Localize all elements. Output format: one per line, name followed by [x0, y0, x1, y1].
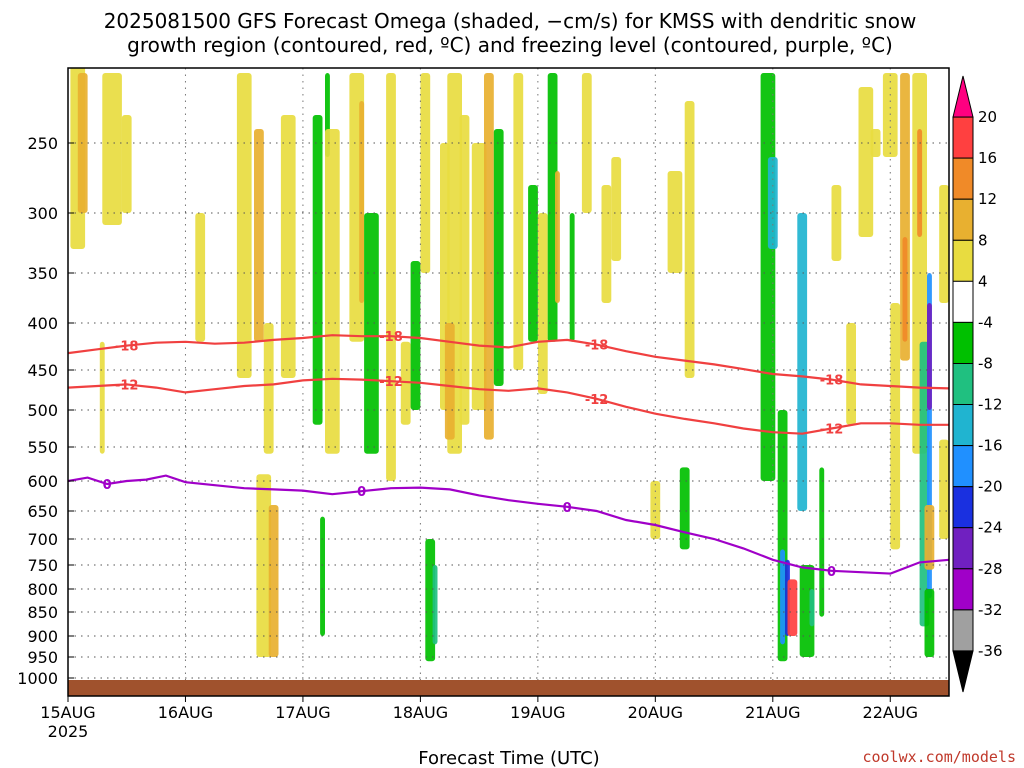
colorbar-label: 4	[978, 272, 988, 290]
contour-label: 0	[827, 565, 836, 580]
grid-lines	[67, 68, 949, 696]
colorbar-label: -16	[978, 437, 1003, 455]
y-tick-label: 450	[27, 361, 58, 380]
y-tick-label: 400	[27, 314, 58, 333]
y-tick-label: 650	[27, 502, 58, 521]
colorbar-label: -24	[978, 519, 1003, 537]
chart-title-line-2: growth region (contoured, red, ºC) and f…	[127, 33, 893, 57]
x-tick-label: 21AUG	[745, 703, 800, 722]
contour-lines: -18 -18 -18 -18 -12 -12 -12 -12 0 0 0 0	[68, 330, 949, 580]
contour-label: -18	[379, 330, 403, 345]
contour-label: -18	[585, 339, 609, 354]
y-tick-label: 750	[27, 556, 58, 575]
contour-label: 0	[563, 501, 572, 516]
y-tick-label: 600	[27, 472, 58, 491]
omega-shading	[70, 68, 949, 662]
y-tick-label: 300	[27, 204, 58, 223]
colorbar-swatch	[952, 321, 974, 364]
x-tick-label: 16AUG	[158, 703, 213, 722]
contour-label: 0	[357, 485, 366, 500]
plot-frame	[67, 67, 950, 697]
colorbar-label: -32	[978, 601, 1003, 619]
colorbar-label: 16	[978, 149, 997, 167]
colorbar: 20 16 12 8 4 -4 -8 -12 -16 -20 -24 -28 -32 -36	[952, 75, 1003, 693]
colorbar-swatch	[952, 609, 974, 652]
y-tick-label: 800	[27, 580, 58, 599]
y-tick-label: 850	[27, 603, 58, 622]
colorbar-label: -4	[978, 313, 993, 331]
y-tick-label: 700	[27, 530, 58, 549]
colorbar-label: -12	[978, 396, 1003, 414]
colorbar-swatch	[952, 445, 974, 488]
colorbar-label: -8	[978, 355, 993, 373]
colorbar-swatch	[952, 280, 974, 323]
x-year-label: 2025	[48, 722, 89, 741]
colorbar-swatch	[952, 75, 974, 118]
y-axis-tick-labels: 250 300 350 400 450 500 550 600 650 700 750 800 850 9…	[17, 134, 74, 688]
colorbar-label: 20	[978, 108, 997, 126]
x-tick-label: 18AUG	[393, 703, 448, 722]
colorbar-label: -28	[978, 560, 1003, 578]
colorbar-swatch	[952, 568, 974, 611]
colorbar-swatch	[952, 157, 974, 200]
x-tick-label: 20AUG	[628, 703, 683, 722]
contour-line--12	[68, 377, 949, 435]
colorbar-label: -20	[978, 478, 1003, 496]
contour-line--18	[68, 334, 949, 390]
y-tick-label: 500	[27, 401, 58, 420]
contour-label: -12	[379, 375, 403, 390]
credit-text: coolwx.com/models	[862, 748, 1016, 766]
colorbar-swatch	[952, 527, 974, 570]
contour-label: -18	[820, 374, 844, 389]
colorbar-label: -36	[978, 642, 1003, 660]
y-tick-label: 950	[27, 648, 58, 667]
colorbar-swatch	[952, 404, 974, 447]
contour-label: -12	[585, 393, 609, 408]
x-tick-label: 17AUG	[275, 703, 330, 722]
ground-fill	[68, 680, 949, 696]
contour-line-0	[68, 474, 949, 575]
contour-label: -12	[820, 423, 844, 438]
ground-surface	[68, 680, 949, 696]
y-tick-label: 250	[27, 134, 58, 153]
colorbar-swatch	[952, 198, 974, 241]
colorbar-swatch	[952, 650, 974, 693]
colorbar-swatch	[952, 116, 974, 159]
contour-label: -12	[115, 378, 139, 393]
contour-label: -18	[115, 340, 139, 355]
x-tick-label: 19AUG	[510, 703, 565, 722]
contour-label: 0	[103, 478, 112, 493]
x-axis-tick-labels: 15AUG 16AUG 17AUG 18AUG 19AUG 20AUG 21AUG 22AUG…	[40, 696, 918, 741]
colorbar-label: 8	[978, 231, 988, 249]
x-axis-label: Forecast Time (UTC)	[418, 748, 599, 768]
y-tick-label: 1000	[17, 669, 58, 688]
y-tick-label: 550	[27, 438, 58, 457]
colorbar-swatch	[952, 363, 974, 406]
y-tick-label: 900	[27, 627, 58, 646]
chart-title-line-1: 2025081500 GFS Forecast Omega (shaded, −…	[104, 9, 917, 33]
colorbar-swatch	[952, 239, 974, 282]
x-tick-label: 22AUG	[863, 703, 918, 722]
colorbar-label: 12	[978, 190, 997, 208]
y-tick-label: 350	[27, 264, 58, 283]
x-tick-label: 15AUG	[40, 703, 95, 722]
colorbar-swatch	[952, 486, 974, 529]
